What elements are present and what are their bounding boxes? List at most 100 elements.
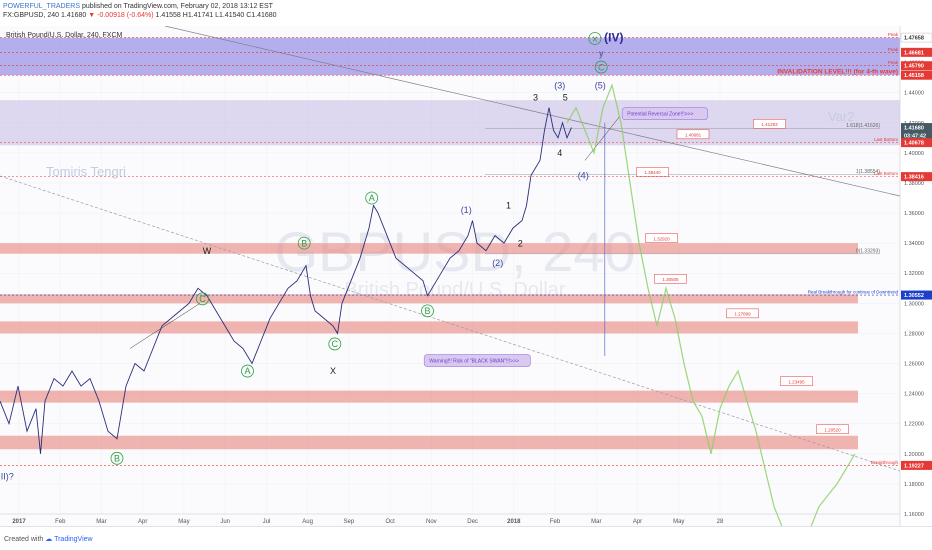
price-zone	[0, 100, 900, 146]
wave-label: y	[599, 49, 604, 59]
price-box-label: 1.32920	[653, 236, 670, 241]
price-box	[726, 308, 759, 319]
chart-area[interactable]: British Pound/U.S. Dollar, 240, FXCM GBP…	[0, 25, 932, 530]
price-tag	[901, 138, 932, 148]
price-tag	[901, 131, 932, 141]
x-tick-label: Feb	[550, 519, 561, 525]
wave-circle	[297, 236, 311, 250]
callout-text: Warning!!! Risk of "BLACK SWAN"!!!>>>	[429, 358, 519, 364]
wave-circle	[594, 60, 608, 74]
wave-label: (3)	[554, 80, 565, 90]
y-tick-label: 1.44000	[904, 91, 924, 97]
wave-circle	[241, 364, 254, 378]
price-box-label: 1.27899	[734, 312, 751, 317]
ohlc-open: 1.41680	[60, 12, 87, 19]
wave-label: x	[593, 34, 598, 44]
price-tag-label: 1.45158	[904, 73, 924, 79]
wave-label: C	[598, 62, 605, 72]
wave-label: 5	[563, 92, 568, 102]
channel-line	[584, 115, 621, 161]
x-tick-label: 2018	[507, 519, 521, 525]
x-tick-label: 28	[717, 519, 724, 525]
x-tick-label: Feb	[55, 519, 66, 525]
annotations: Peak Peak Peak INVALIDATION LEVEL!!! (for 4…	[0, 31, 899, 482]
price-tag-label: 1.41680	[904, 126, 924, 132]
y-tick-label: 1.18000	[904, 482, 924, 488]
price-tag	[901, 61, 932, 71]
y-tick-label: 1.22000	[904, 422, 924, 428]
tradingview-logo-icon: ☁	[45, 536, 53, 543]
wave-label: 3	[533, 92, 538, 102]
level-note: Peak	[888, 60, 899, 65]
price-tag-label: 1.38416	[904, 175, 924, 181]
level-note: Peak	[888, 47, 899, 52]
x-tick-label: 2017	[12, 519, 26, 525]
price-tag	[901, 123, 932, 133]
level-note: Real Breakthrough for continue of Downtr…	[808, 290, 899, 295]
price-tag-label: 1.45790	[904, 64, 924, 70]
y-axis: 1.460001.440001.420001.400001.380001.360…	[899, 26, 932, 526]
x-tick-label: Mar	[96, 519, 106, 525]
footer: Created with ☁ TradingView	[0, 526, 932, 550]
trendlines	[0, 25, 901, 472]
wave-label: C	[332, 339, 339, 349]
price-tag	[901, 172, 932, 182]
price-box	[780, 376, 813, 386]
wave-label: X	[330, 366, 336, 376]
price-zone	[0, 321, 858, 334]
footer-brand[interactable]: TradingView	[54, 536, 93, 543]
wave-label: B	[301, 238, 307, 248]
x-axis: 2017 Feb Mar Apr May Jun Jul Aug Sep Oct Nov Dec 201…	[0, 513, 900, 525]
price-box	[645, 233, 678, 243]
price-zone	[0, 390, 858, 403]
x-tick-label: Mar	[591, 519, 601, 525]
price-tag-label: 1.47658	[904, 36, 924, 42]
wave-label: A	[369, 193, 375, 203]
trendline-lower	[0, 175, 901, 472]
wave-label: W	[203, 246, 212, 256]
price-tag-label: 1.19227	[904, 463, 924, 469]
x-tick-label: Apr	[633, 519, 642, 525]
var-label: Var2	[828, 109, 855, 124]
zones	[0, 37, 900, 450]
y-tick-label: 1.32000	[904, 271, 924, 277]
x-tick-label: Jun	[220, 519, 230, 525]
y-tick-label: 1.26000	[904, 362, 924, 368]
y-tick-label: 1.16000	[904, 512, 924, 518]
y-axis-panel	[900, 26, 932, 526]
change-arrow-icon: ▼	[88, 12, 96, 19]
wave-label: 1	[506, 201, 511, 211]
price-box-label: 1.20520	[824, 428, 841, 433]
price-chart[interactable]: British Pound/U.S. Dollar, 240, FXCM GBP…	[0, 25, 932, 530]
ohlc-values: 1.41558 H1.41741 L1.41540 C1.41680	[155, 12, 277, 19]
wave-circle	[196, 292, 209, 306]
price-tag	[900, 32, 932, 43]
footer-created-with: Created with	[4, 536, 44, 543]
fib-label: 0(1.33293)	[856, 248, 881, 254]
wave-label: A	[244, 366, 250, 376]
x-tick-label: Sep	[344, 519, 355, 525]
channel-line	[129, 303, 201, 349]
wave-circle	[588, 32, 602, 45]
price-tag	[901, 460, 932, 470]
price-tag	[901, 47, 932, 57]
level-note: Last Bottom	[874, 137, 898, 142]
chart-title: British Pound/U.S. Dollar, 240, FXCM	[6, 32, 122, 39]
level-note: Last Bottom	[874, 171, 898, 176]
x-tick-label: Jul	[263, 519, 271, 525]
wave-label: (4)	[578, 171, 589, 181]
callout-box	[423, 354, 531, 367]
symbol-line: FX:GBPUSD, 240 1.41680 ▼ -0.00918 (-0.64…	[3, 11, 929, 20]
y-tick-label: 1.30000	[904, 301, 924, 307]
author-label: Tomiris Tengri	[46, 164, 126, 179]
callout-text: Potential Reversal Zone!!!>>>	[627, 112, 693, 118]
price-box	[636, 167, 669, 177]
chart-header: POWERFUL_TRADERS published on TradingVie…	[0, 0, 932, 26]
change-value: -0.00918 (-0.64%)	[97, 12, 154, 19]
wave-circle	[365, 191, 379, 205]
price-box-label: 1.23495	[788, 379, 805, 384]
publisher-name[interactable]: POWERFUL_TRADERS	[3, 3, 81, 10]
callout-box	[621, 107, 708, 121]
x-tick-label: Aug	[302, 519, 313, 525]
y-tick-label: 1.36000	[904, 211, 924, 217]
